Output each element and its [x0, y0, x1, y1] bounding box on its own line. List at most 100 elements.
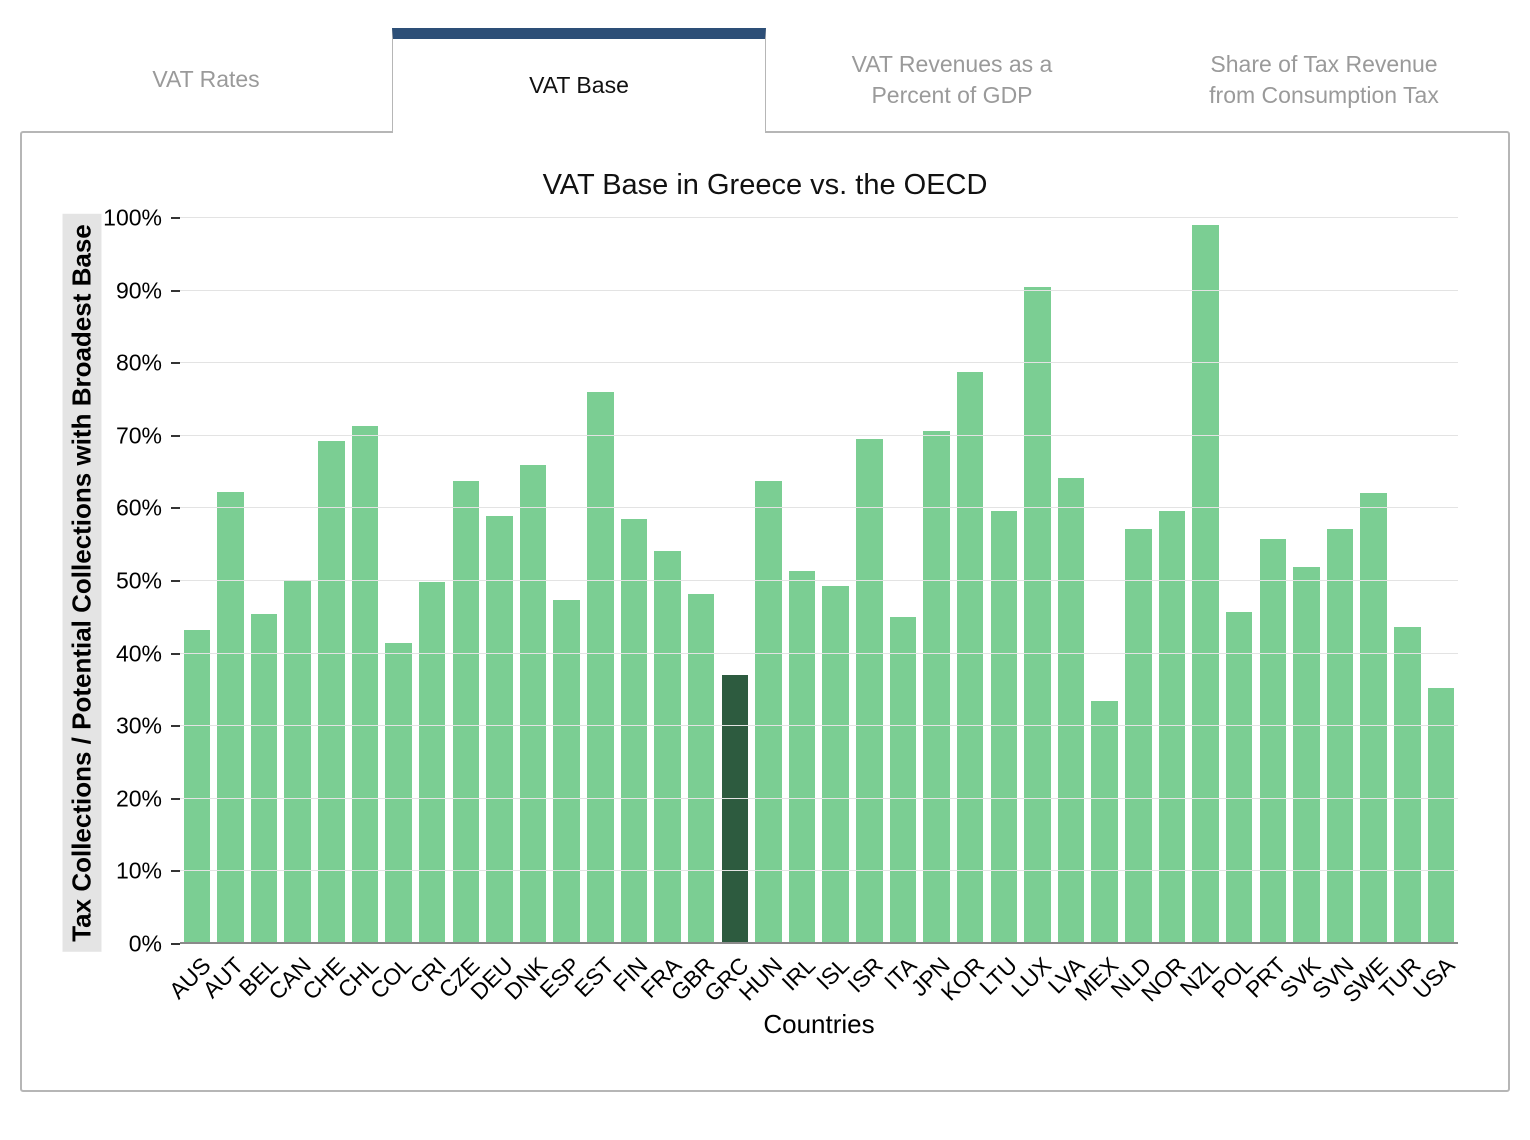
y-tick-label: 90% — [115, 277, 162, 304]
tab-vat-revenues-gdp[interactable]: VAT Revenues as a Percent of GDP — [766, 28, 1138, 131]
bar-slot — [348, 218, 382, 944]
gridline — [180, 652, 1458, 654]
bar-SVK — [1293, 567, 1320, 944]
bar-HUN — [755, 480, 782, 944]
bar-DEU — [486, 515, 513, 944]
bar-GRC — [721, 675, 749, 944]
gridline — [180, 580, 1458, 581]
tab-bar: VAT Rates VAT Base VAT Revenues as a Per… — [20, 28, 1510, 133]
gridline — [180, 725, 1458, 727]
bar-slot — [315, 218, 349, 944]
bar-slot — [651, 218, 685, 944]
tab-vat-base-label: VAT Base — [529, 71, 629, 98]
bar-slot — [415, 218, 449, 944]
y-tick-label: 20% — [115, 785, 162, 812]
bar-MEX — [1091, 700, 1118, 944]
bar-slot — [1424, 218, 1458, 944]
bar-slot — [214, 218, 248, 944]
gridline — [180, 797, 1458, 799]
bar-NOR — [1158, 511, 1186, 944]
y-tick-label: 30% — [115, 712, 162, 739]
bar-slot — [584, 218, 618, 944]
gridline — [180, 217, 1458, 218]
y-tick-mark — [171, 943, 180, 945]
bar-LVA — [1057, 477, 1085, 944]
x-axis-line — [180, 942, 1458, 944]
bar-slot — [483, 218, 517, 944]
bar-slot — [550, 218, 584, 944]
bar-slot — [516, 218, 550, 944]
bar-slot — [1021, 218, 1055, 944]
bar-SWE — [1360, 493, 1387, 944]
y-tick-label: 60% — [115, 494, 162, 521]
bar-JPN — [923, 430, 950, 944]
y-tick-mark — [171, 507, 180, 510]
y-tick-mark — [171, 870, 180, 873]
y-tick-label: 0% — [128, 930, 162, 957]
bar-slot — [1290, 218, 1324, 944]
bar-slot — [920, 218, 954, 944]
tab-vat-base[interactable]: VAT Base — [392, 28, 766, 133]
bar-DNK — [519, 464, 547, 944]
y-tick-label: 50% — [115, 567, 162, 594]
chart-panel: VAT Base in Greece vs. the OECD Tax Coll… — [20, 131, 1510, 1092]
bar-slot — [449, 218, 483, 944]
y-tick-mark — [171, 797, 180, 800]
bar-CAN — [284, 581, 311, 944]
y-tick-mark — [171, 580, 180, 582]
bar-ESP — [553, 599, 580, 944]
gridline — [180, 507, 1458, 509]
bar-FIN — [620, 518, 648, 944]
bar-slot — [1256, 218, 1290, 944]
bar-EST — [587, 392, 614, 944]
y-tick-label: 40% — [115, 640, 162, 667]
bar-slot — [1054, 218, 1088, 944]
gridline — [180, 362, 1458, 364]
bar-LTU — [990, 511, 1018, 944]
bar-slot — [180, 218, 214, 944]
bar-slot — [1088, 218, 1122, 944]
tab-share-consumption-tax-label: Share of Tax Revenue from Consumption Ta… — [1209, 50, 1439, 108]
y-tick-mark — [171, 217, 180, 219]
y-axis-title: Tax Collections / Potential Collections … — [62, 214, 102, 952]
tab-vat-rates-label: VAT Rates — [152, 66, 260, 92]
bar-slot — [1155, 218, 1189, 944]
gridline — [180, 434, 1458, 436]
bar-CZE — [452, 480, 480, 944]
bar-LUX — [1024, 286, 1051, 944]
bar-KOR — [956, 371, 984, 944]
bar-slot — [382, 218, 416, 944]
bar-AUS — [183, 629, 211, 944]
bar-NLD — [1125, 529, 1152, 944]
bar-slot — [886, 218, 920, 944]
y-tick-mark — [171, 652, 180, 655]
bar-ISR — [856, 439, 883, 944]
bar-BEL — [250, 614, 278, 944]
bar-slot — [684, 218, 718, 944]
x-axis-title: Countries — [763, 1009, 875, 1039]
bar-ISL — [822, 586, 849, 944]
bar-NZL — [1192, 224, 1219, 944]
gridline — [180, 289, 1458, 291]
gridline — [180, 870, 1458, 872]
bar-FRA — [654, 550, 681, 944]
bar-slot — [987, 218, 1021, 944]
bar-SVN — [1326, 528, 1354, 944]
tab-share-consumption-tax[interactable]: Share of Tax Revenue from Consumption Ta… — [1138, 28, 1510, 131]
tab-vat-revenues-gdp-label: VAT Revenues as a Percent of GDP — [851, 50, 1053, 108]
bar-slot — [281, 218, 315, 944]
bar-ITA — [889, 617, 917, 944]
tab-vat-rates[interactable]: VAT Rates — [20, 28, 392, 131]
bar-GBR — [687, 594, 715, 944]
bar-slot — [1323, 218, 1357, 944]
bar-PRT — [1259, 538, 1287, 944]
y-tick-label: 70% — [115, 422, 162, 449]
bar-slot — [819, 218, 853, 944]
bar-slot — [953, 218, 987, 944]
y-tick-mark — [171, 434, 180, 437]
y-tick-mark — [171, 362, 180, 365]
chart-title: VAT Base in Greece vs. the OECD — [542, 169, 988, 201]
bar-slot — [1391, 218, 1425, 944]
y-tick-label: 80% — [115, 349, 162, 376]
bar-IRL — [788, 570, 816, 944]
